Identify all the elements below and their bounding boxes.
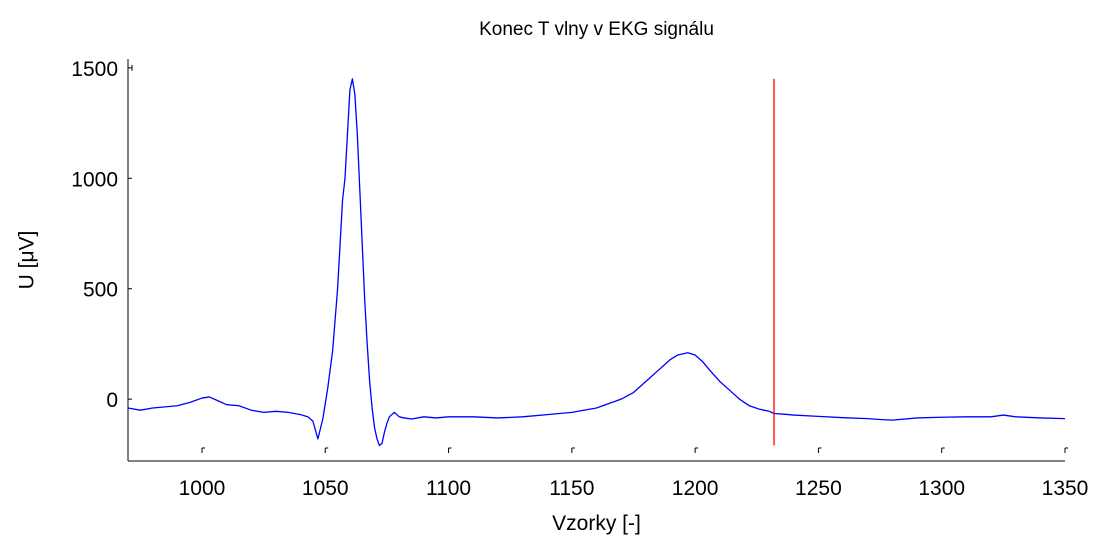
x-tick-label: 1250: [795, 477, 842, 500]
x-tick-label: 1200: [672, 477, 719, 500]
series-group: [127, 78, 1066, 447]
y-tick-label: 1500: [71, 58, 118, 81]
axes: 1000 1050 1100 1150 1200 1250 1300 1350 0 500 1000…: [71, 58, 1088, 500]
x-tick-label: 1100: [426, 477, 471, 500]
x-tick-label: 1150: [549, 477, 594, 500]
x-tick-label: 1350: [1042, 477, 1089, 500]
ecg-signal-line: [127, 78, 1066, 447]
y-axis-title: U [μV]: [16, 231, 39, 290]
x-tick-label: 1300: [918, 477, 965, 500]
y-tick-label: 0: [106, 389, 118, 412]
x-tick-label: 1050: [302, 477, 349, 500]
chart-title: Konec T vlny v EKG signálu: [479, 19, 714, 40]
x-axis-title: Vzorky [-]: [552, 512, 641, 535]
y-tick-label: 500: [83, 279, 118, 302]
x-tick-label: 1000: [179, 477, 226, 500]
y-tick-label: 1000: [71, 168, 118, 191]
